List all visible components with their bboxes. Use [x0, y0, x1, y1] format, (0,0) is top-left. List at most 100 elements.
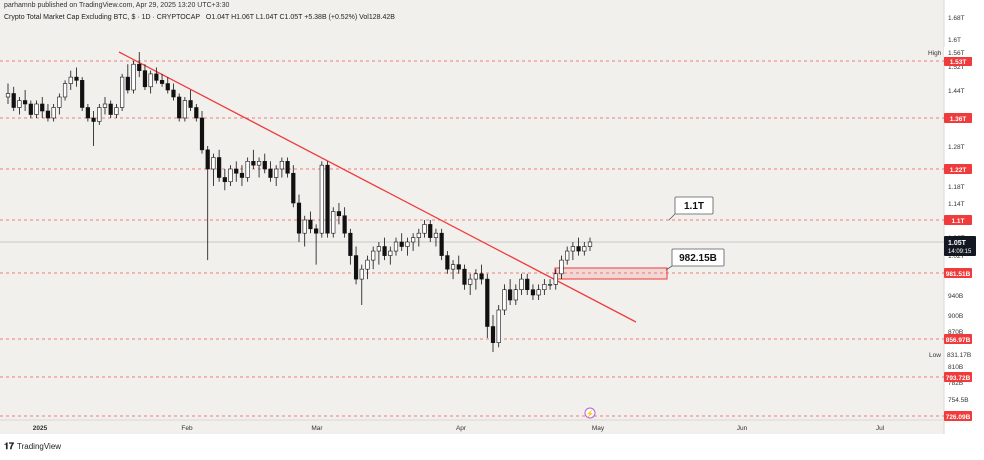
candle-body [331, 211, 336, 234]
callout-pointer [665, 265, 673, 271]
candle-body [291, 172, 296, 204]
level-badge-label: 1.36T [950, 116, 967, 123]
callout-label: 982.15B [679, 253, 717, 264]
candle-body [422, 224, 427, 234]
candle-body [359, 268, 364, 280]
candle-body [239, 172, 245, 178]
candle-body [473, 273, 478, 280]
candle-body [399, 241, 404, 247]
callout-box[interactable] [674, 196, 714, 215]
candle-body [553, 273, 558, 285]
candle-body [256, 161, 262, 166]
candle-body [102, 103, 108, 108]
time-axis-background [0, 434, 984, 455]
x-tick-label: Feb [181, 425, 193, 432]
candle-body [519, 278, 524, 291]
candle-body [353, 255, 359, 280]
candle-body [513, 289, 518, 301]
level-badge [944, 56, 972, 66]
y-tick-label: 870B [948, 329, 963, 336]
high-value: 1.56T [948, 50, 965, 57]
high-label: High [928, 50, 942, 57]
y-tick-label: 1.52T [948, 64, 965, 71]
candle-body [120, 76, 125, 108]
y-tick-label: 1.18T [948, 184, 965, 191]
candle-body [234, 168, 239, 174]
callout-box[interactable] [671, 248, 725, 267]
candle-body [587, 241, 593, 247]
candle-body [131, 63, 136, 91]
event-icon[interactable] [584, 407, 596, 419]
candle-body [439, 232, 444, 256]
level-badge-label: 856.97B [946, 337, 971, 344]
candle-body [171, 89, 176, 98]
candle-body [371, 250, 376, 261]
x-tick-label: May [592, 425, 605, 432]
level-badge-label: 1.22T [950, 167, 967, 174]
candle-body [262, 161, 267, 170]
demand-zone[interactable] [554, 267, 668, 280]
y-tick-label: 1.44T [948, 88, 965, 95]
countdown-label: 14:09:15 [948, 249, 972, 255]
trendline[interactable] [118, 51, 637, 323]
candle-body [433, 232, 439, 238]
candle-body [542, 284, 547, 291]
level-badge-label: 726.09B [946, 414, 971, 421]
candle-body [217, 157, 222, 178]
candle-body [68, 76, 73, 84]
callout-label: 1.1T [684, 201, 704, 212]
candle-body [211, 157, 216, 170]
candle-body [51, 107, 56, 119]
candle-body [348, 232, 353, 256]
y-tick-label: 1.28T [948, 144, 965, 151]
level-badge-label: 981.51B [946, 271, 971, 278]
candle-body [508, 289, 513, 301]
candle-body [485, 278, 490, 327]
candle-body [45, 110, 51, 119]
candle-body [479, 273, 484, 280]
candle-body [137, 63, 142, 71]
candle-body [40, 103, 45, 112]
y-tick-label: 940B [948, 293, 963, 300]
x-tick-label: 2025 [33, 425, 48, 432]
candle-body [23, 100, 28, 105]
candle-body [502, 289, 507, 311]
y-tick-label: 900B [948, 313, 963, 320]
tradingview-logo[interactable]: 𝟏𝟕 TradingView [4, 441, 61, 452]
candle-body [108, 103, 113, 115]
x-tick-label: Mar [311, 425, 323, 432]
y-tick-label: 810B [948, 364, 963, 371]
candle-body [342, 215, 347, 234]
candle-body [142, 70, 148, 88]
candle-body [365, 259, 370, 270]
candle-body [393, 241, 399, 252]
candle-body [159, 80, 165, 84]
candle-body [222, 177, 227, 183]
high-badge [944, 47, 972, 57]
candle-body [530, 289, 536, 296]
low-value: 831.17B [947, 352, 971, 359]
candle-body [17, 100, 22, 108]
level-badge-label: 1.1T [951, 218, 964, 225]
candle-body [154, 73, 159, 81]
candle-body [205, 149, 210, 170]
candle-body [85, 107, 90, 119]
candle-body [490, 326, 496, 343]
candle-body [125, 76, 130, 91]
symbol-name: Crypto Total Market Cap Excluding BTC, $… [4, 14, 200, 21]
candle-body [148, 73, 153, 88]
publisher-line: parhamnb published on TradingView.com, A… [4, 2, 230, 9]
current-price-label: 1.05T [948, 240, 967, 247]
candle-body [336, 211, 342, 217]
y-tick-label: 1.68T [948, 15, 965, 22]
candle-body [565, 250, 570, 261]
x-tick-label: Jul [876, 425, 885, 432]
candle-body [428, 224, 433, 238]
candle-body [388, 250, 393, 256]
candle-body [405, 241, 410, 247]
candle-body [582, 246, 587, 252]
current-price-badge [944, 236, 976, 256]
candle-body [91, 117, 96, 122]
